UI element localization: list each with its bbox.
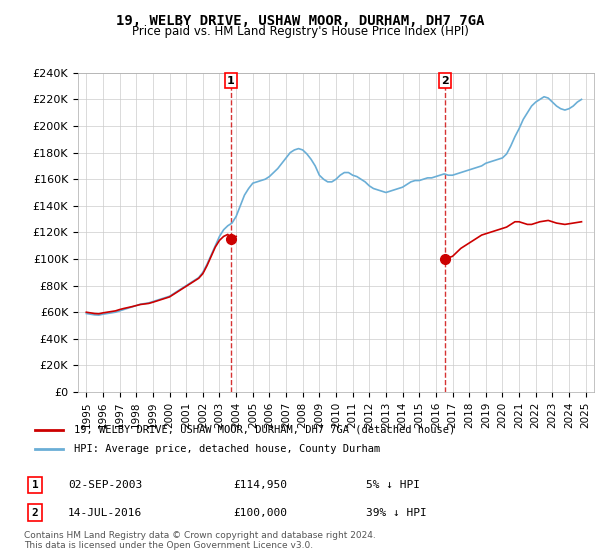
Text: 19, WELBY DRIVE, USHAW MOOR, DURHAM, DH7 7GA (detached house): 19, WELBY DRIVE, USHAW MOOR, DURHAM, DH7… [74, 424, 455, 435]
Text: 2: 2 [441, 76, 449, 86]
Text: 02-SEP-2003: 02-SEP-2003 [68, 480, 142, 490]
Text: £100,000: £100,000 [234, 507, 288, 517]
Text: 2: 2 [32, 507, 38, 517]
Text: HPI: Average price, detached house, County Durham: HPI: Average price, detached house, Coun… [74, 445, 380, 455]
Text: 1: 1 [227, 76, 235, 86]
Text: 19, WELBY DRIVE, USHAW MOOR, DURHAM, DH7 7GA: 19, WELBY DRIVE, USHAW MOOR, DURHAM, DH7… [116, 14, 484, 28]
Text: 39% ↓ HPI: 39% ↓ HPI [366, 507, 427, 517]
Text: 14-JUL-2016: 14-JUL-2016 [68, 507, 142, 517]
Text: Price paid vs. HM Land Registry's House Price Index (HPI): Price paid vs. HM Land Registry's House … [131, 25, 469, 38]
Text: Contains HM Land Registry data © Crown copyright and database right 2024.
This d: Contains HM Land Registry data © Crown c… [24, 530, 376, 550]
Text: 5% ↓ HPI: 5% ↓ HPI [366, 480, 420, 490]
Text: £114,950: £114,950 [234, 480, 288, 490]
Text: 1: 1 [32, 480, 38, 490]
